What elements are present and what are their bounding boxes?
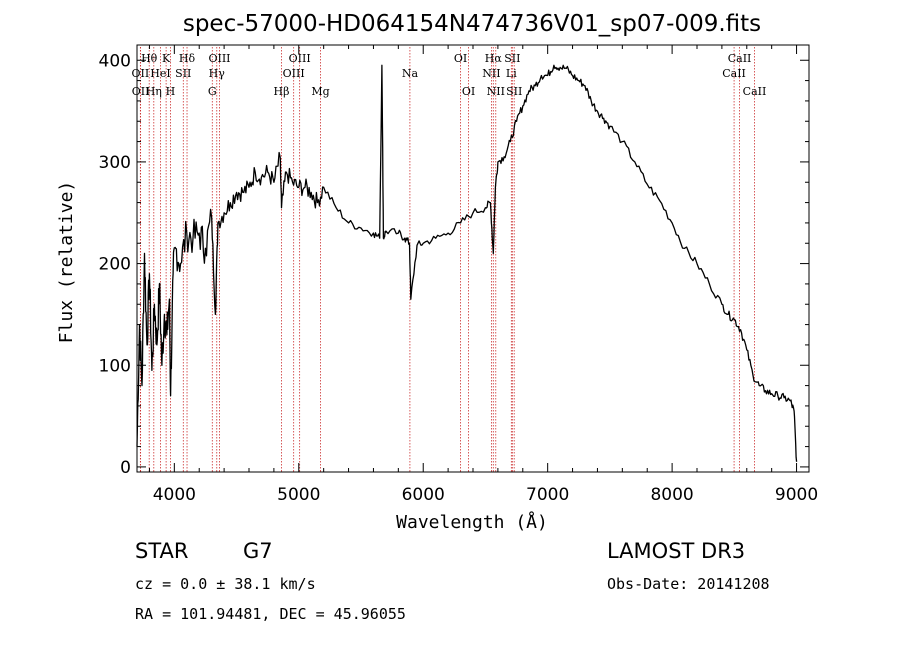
x-tick-label: 4000 [153,485,196,505]
x-tick-label: 7000 [526,485,569,505]
spectral-line-label: OIII [208,52,230,65]
object-class: STAR [135,539,188,563]
y-tick-label: 300 [99,153,131,173]
spectral-line-label: CaII [728,52,752,65]
spectral-line-label: Na [402,67,419,80]
y-tick-label: 400 [99,51,131,71]
spectral-line-label: OI [462,85,475,98]
chart-title: spec-57000-HD064154N474736V01_sp07-009.f… [183,11,761,37]
spectral-line-label: Mg [311,85,329,98]
y-tick-label: 100 [99,356,131,376]
y-axis-label: Flux (relative) [56,181,77,344]
redshift-readout: cz = 0.0 ± 38.1 km/s [135,575,316,593]
y-tick-label: 200 [99,255,131,275]
spectral-line-labels: Hθ OII OII K HeI Hη Hδ SII H OIII Hγ G OIII OIII Hβ Mg N… [132,52,767,98]
spectral-line-label: G [208,85,217,98]
spectral-line-label: OII [132,85,150,98]
spectral-line-label: OIII [283,67,305,80]
flux-series-line [136,64,798,462]
spectral-line-label: Hα [485,52,503,65]
spectral-line-label: Hδ [179,52,196,65]
x-tick-label: 9000 [775,485,818,505]
spectral-line-label: Li [506,67,517,80]
spectral-line-label: OIII [289,52,311,65]
x-axis-label: Wavelength (Å) [396,511,548,533]
spectral-line-label: CaII [743,85,767,98]
spectral-line-label: NII [482,67,500,80]
coordinates-readout: RA = 101.94481, DEC = 45.96055 [135,605,406,623]
spectral-line-label: SII [506,85,522,98]
spectral-line-label: SII [175,67,191,80]
plot-frame [136,44,810,473]
spectral-line-label: OII [132,67,150,80]
spectral-line-label: K [162,52,171,65]
spectral-line-markers [139,47,755,472]
y-axis-ticks: 0 100 200 300 400 [99,51,809,478]
spectral-line-label: H [166,85,176,98]
spectral-line-label: SII [504,52,520,65]
x-axis-ticks: 4000 5000 6000 7000 8000 9000 [148,45,818,505]
spectral-line-label: Hγ [209,67,226,80]
spectral-line-label: Hθ [141,52,158,65]
x-tick-label: 8000 [650,485,693,505]
spectral-line-label: Hβ [274,85,290,98]
spectral-line-label: Hη [146,85,162,98]
x-tick-label: 6000 [402,485,445,505]
spectral-line-label: OI [454,52,467,65]
spectral-line-label: HeI [150,67,170,80]
survey-name: LAMOST DR3 [607,539,745,563]
spectral-line-label: CaII [722,67,746,80]
observation-date: Obs-Date: 20141208 [607,575,770,593]
object-subclass: G7 [243,539,273,563]
y-tick-label: 0 [120,458,131,478]
x-tick-label: 5000 [277,485,320,505]
spectral-line-label: NII [487,85,505,98]
